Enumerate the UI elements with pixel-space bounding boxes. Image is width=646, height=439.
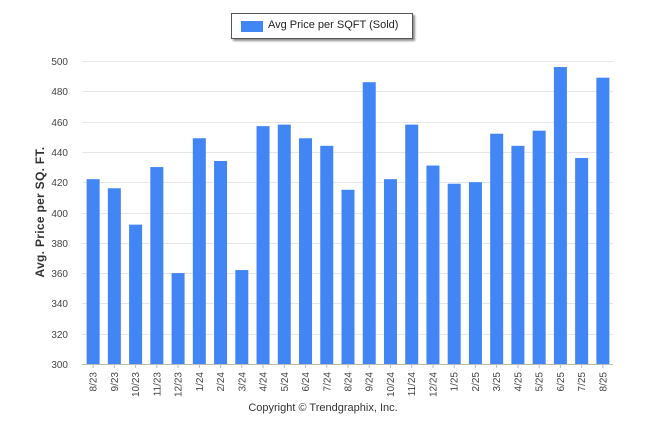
y-axis-title: Avg. Price per SQ. FT. <box>33 146 47 278</box>
bar <box>405 124 419 364</box>
bar <box>107 188 121 364</box>
bar <box>129 224 143 364</box>
x-tick-label: 3/24 <box>237 372 248 392</box>
x-tick-label: 12/23 <box>174 372 185 397</box>
x-tick-label: 10/23 <box>131 372 142 397</box>
y-tick-label: 440 <box>51 148 68 159</box>
bars <box>86 67 610 365</box>
bar <box>192 138 206 364</box>
y-tick-label: 480 <box>51 87 68 98</box>
bar <box>256 126 270 364</box>
x-tick-label: 8/23 <box>89 372 100 392</box>
y-tick-label: 300 <box>51 360 68 371</box>
x-tick-label: 7/24 <box>322 372 333 392</box>
y-tick-label: 360 <box>51 269 68 280</box>
x-tick-label: 4/24 <box>259 372 270 392</box>
x-tick-label: 11/24 <box>407 372 418 397</box>
bar <box>86 179 100 364</box>
x-tick-label: 6/24 <box>301 372 312 392</box>
bar <box>171 273 185 364</box>
y-tick-label: 340 <box>51 299 68 310</box>
bar <box>150 167 164 364</box>
x-tick-label: 3/25 <box>492 372 503 392</box>
bar <box>320 145 334 364</box>
x-tick-label: 4/25 <box>513 372 524 392</box>
x-tick-label: 2/24 <box>216 372 227 392</box>
bar <box>426 165 440 364</box>
bar <box>596 77 610 365</box>
x-tick-label: 5/25 <box>535 372 546 392</box>
bar <box>575 157 589 364</box>
bar <box>299 138 313 364</box>
x-tick-label: 9/23 <box>110 372 121 392</box>
x-tick-label: 5/24 <box>280 372 291 392</box>
bar <box>532 130 546 364</box>
y-tick-label: 400 <box>51 209 68 220</box>
bar <box>490 133 504 364</box>
x-tick-label: 8/25 <box>598 372 609 392</box>
bar <box>277 124 291 364</box>
y-tick-label: 500 <box>51 57 68 68</box>
bar <box>214 160 228 364</box>
legend-swatch <box>241 21 263 32</box>
x-tick-label: 10/24 <box>386 372 397 397</box>
y-tick-label: 420 <box>51 178 68 189</box>
bar <box>235 270 249 364</box>
x-tick-label: 8/24 <box>344 372 355 392</box>
x-tick-label: 2/25 <box>471 372 482 392</box>
bar <box>383 179 397 364</box>
y-tick-label: 460 <box>51 118 68 129</box>
x-tick-label: 12/24 <box>428 372 439 397</box>
axes: 300 320 340 360 380 400 420 440 460 480 500 8/23 9/2… <box>51 57 613 397</box>
bar <box>553 67 567 364</box>
bar <box>362 82 376 365</box>
bar <box>447 183 461 364</box>
x-tick-label: 11/23 <box>152 372 163 397</box>
bar <box>511 145 525 364</box>
bar <box>468 182 482 364</box>
x-tick-label: 1/24 <box>195 372 206 392</box>
legend[interactable]: Avg Price per SQFT (Sold) <box>231 13 413 39</box>
legend-label: Avg Price per SQFT (Sold) <box>268 19 399 31</box>
bar <box>341 189 355 364</box>
copyright-text: Copyright © Trendgraphix, Inc. <box>248 402 398 414</box>
x-tick-label: 6/25 <box>556 372 567 392</box>
x-tick-label: 9/24 <box>365 372 376 392</box>
x-tick-label: 1/25 <box>450 372 461 392</box>
x-tick-label: 7/25 <box>577 372 588 392</box>
y-tick-label: 380 <box>51 239 68 250</box>
y-tick-label: 320 <box>51 330 68 341</box>
